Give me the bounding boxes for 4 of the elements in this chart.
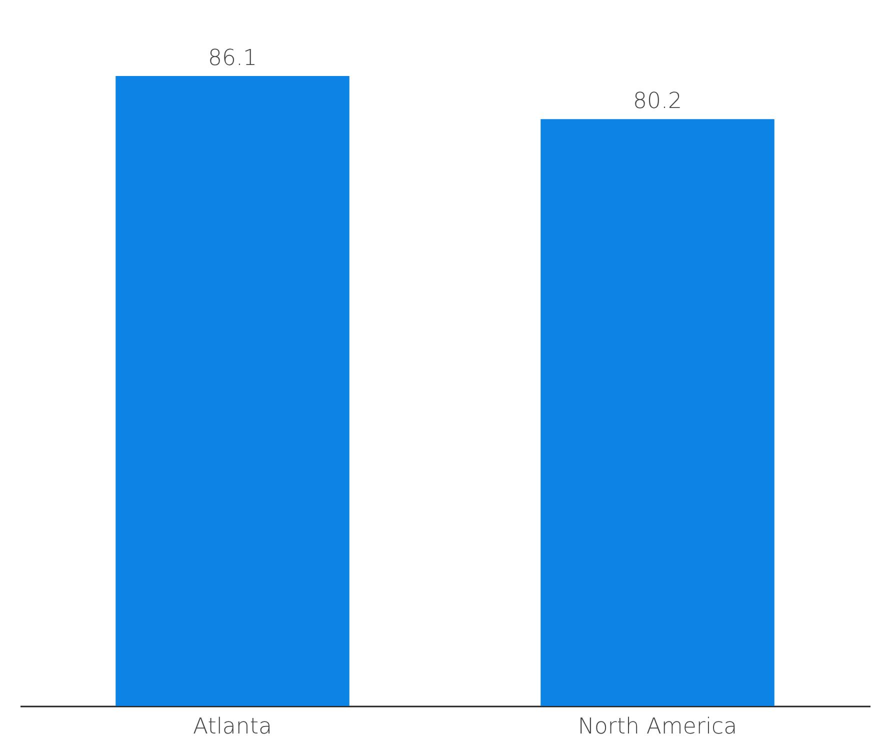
data-label: 86.1 xyxy=(208,46,257,71)
x-tick-label: North America xyxy=(578,714,738,740)
x-tick-label: Atlanta xyxy=(193,714,272,740)
data-label: 80.2 xyxy=(633,89,682,114)
